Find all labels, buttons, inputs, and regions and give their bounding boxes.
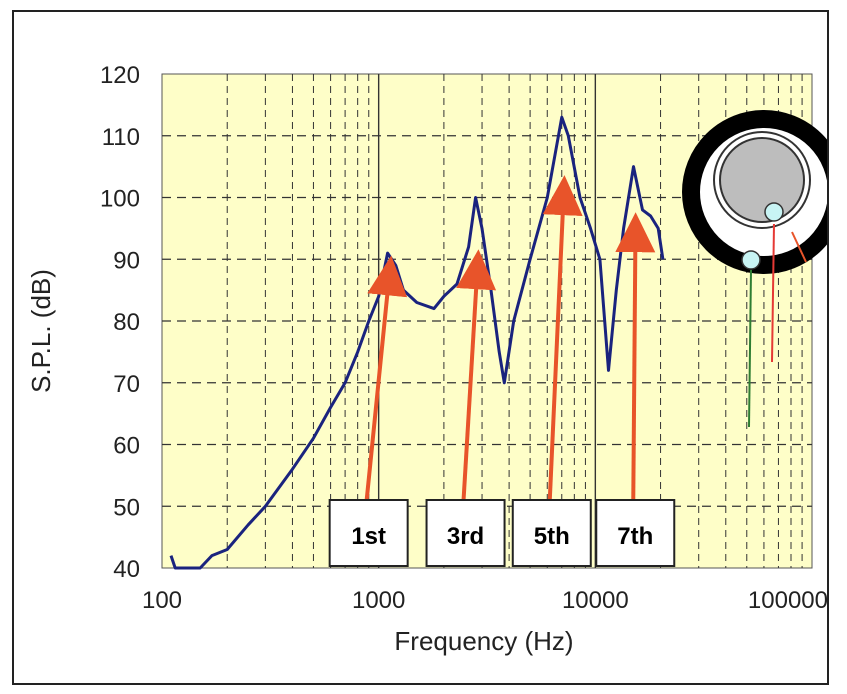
y-tick-label: 80 bbox=[113, 309, 140, 336]
harmonic-label-box: 7th bbox=[595, 499, 676, 567]
probe-line-green bbox=[748, 269, 752, 428]
label-box-frame bbox=[425, 499, 506, 567]
probe-line-red bbox=[771, 223, 775, 363]
harmonic-labels: 1st 3rd 5th 7th bbox=[328, 499, 676, 567]
y-tick-label: 40 bbox=[113, 556, 140, 583]
x-tick-labels: 100 1000 10000 100000 bbox=[142, 587, 827, 614]
x-tick-label: 100 bbox=[142, 587, 182, 614]
x-tick-label: 10000 bbox=[562, 587, 629, 614]
y-tick-label: 100 bbox=[100, 186, 140, 213]
cone bbox=[719, 137, 805, 223]
harmonic-label-text: 7th bbox=[617, 523, 653, 550]
y-tick-label: 50 bbox=[113, 494, 140, 521]
harmonic-arrow bbox=[615, 212, 656, 501]
y-tick-label: 90 bbox=[113, 247, 140, 274]
harmonic-arrow bbox=[456, 249, 497, 501]
label-box-frame bbox=[511, 499, 592, 567]
harmonic-label-text: 3rd bbox=[447, 523, 484, 550]
speaker-cone-inset bbox=[682, 110, 827, 428]
y-tick-label: 110 bbox=[102, 124, 140, 151]
y-tick-label: 120 bbox=[100, 62, 140, 89]
harmonic-arrow bbox=[364, 255, 408, 501]
label-box-frame bbox=[328, 499, 409, 567]
x-tick-label: 100000 bbox=[748, 587, 827, 614]
harmonic-label-box: 1st bbox=[328, 499, 409, 567]
harmonic-arrows bbox=[364, 175, 656, 501]
y-tick-label: 70 bbox=[113, 371, 140, 398]
probe-point-1 bbox=[764, 202, 784, 222]
harmonic-label-box: 3rd bbox=[425, 499, 506, 567]
probe-point-2 bbox=[741, 250, 761, 270]
chart-frame: 40 50 60 70 80 90 100 110 120 100 1000 10000 100000… bbox=[12, 10, 829, 685]
x-tick-label: 1000 bbox=[352, 587, 405, 614]
harmonic-label-text: 1st bbox=[351, 523, 386, 550]
x-axis-label: Frequency (Hz) bbox=[394, 626, 573, 656]
y-tick-label: 60 bbox=[113, 433, 140, 460]
y-tick-labels: 40 50 60 70 80 90 100 110 120 bbox=[100, 62, 140, 583]
label-box-frame bbox=[595, 499, 676, 567]
y-axis-label: S.P.L. (dB) bbox=[26, 269, 56, 393]
harmonic-arrow bbox=[542, 175, 583, 501]
harmonic-label-box: 5th bbox=[511, 499, 592, 567]
probe-line-orange bbox=[791, 231, 807, 263]
harmonic-label-text: 5th bbox=[534, 523, 570, 550]
spl-chart: 40 50 60 70 80 90 100 110 120 100 1000 10000 100000… bbox=[26, 62, 827, 656]
